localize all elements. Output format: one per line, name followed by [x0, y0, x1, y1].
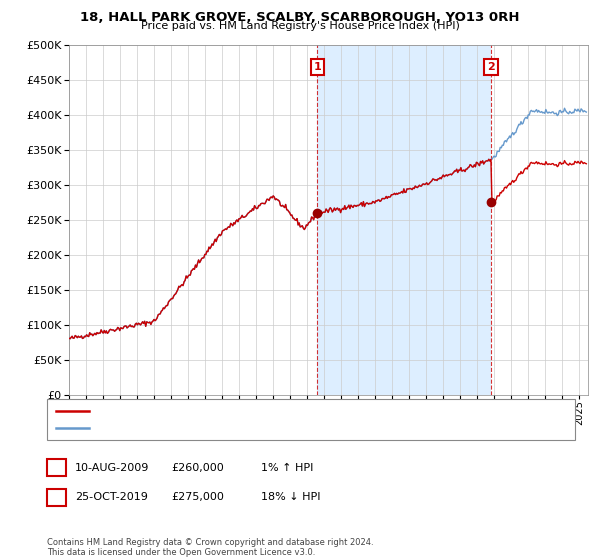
- Text: £275,000: £275,000: [171, 492, 224, 502]
- Text: 10-AUG-2009: 10-AUG-2009: [75, 463, 149, 473]
- Text: Contains HM Land Registry data © Crown copyright and database right 2024.
This d: Contains HM Land Registry data © Crown c…: [47, 538, 373, 557]
- Text: 1: 1: [53, 463, 60, 473]
- Text: HPI: Average price, detached house, North Yorkshire: HPI: Average price, detached house, Nort…: [96, 423, 352, 433]
- Text: 2: 2: [53, 492, 60, 502]
- Text: 2: 2: [487, 62, 495, 72]
- Text: 1: 1: [314, 62, 322, 72]
- Bar: [317, 45, 491, 395]
- Text: £260,000: £260,000: [171, 463, 224, 473]
- Text: 18% ↓ HPI: 18% ↓ HPI: [261, 492, 320, 502]
- Text: 1% ↑ HPI: 1% ↑ HPI: [261, 463, 313, 473]
- Text: 18, HALL PARK GROVE, SCALBY, SCARBOROUGH, YO13 0RH: 18, HALL PARK GROVE, SCALBY, SCARBOROUGH…: [80, 11, 520, 24]
- Text: 18, HALL PARK GROVE, SCALBY, SCARBOROUGH, YO13 0RH (detached house): 18, HALL PARK GROVE, SCALBY, SCARBOROUGH…: [96, 405, 476, 416]
- Text: 25-OCT-2019: 25-OCT-2019: [75, 492, 148, 502]
- Text: Price paid vs. HM Land Registry's House Price Index (HPI): Price paid vs. HM Land Registry's House …: [140, 21, 460, 31]
